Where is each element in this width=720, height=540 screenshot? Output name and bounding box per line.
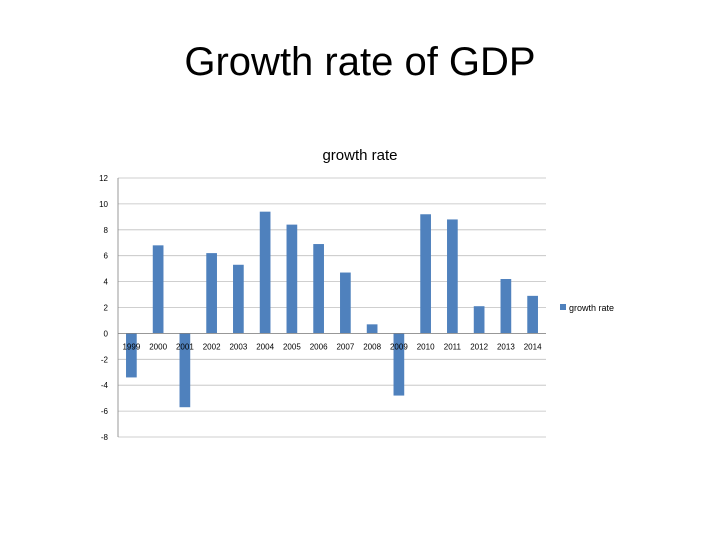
x-tick-label: 2000 bbox=[149, 342, 167, 351]
x-tick-label: 2014 bbox=[524, 342, 542, 351]
y-tick-label: -2 bbox=[101, 355, 109, 364]
chart-title: growth rate bbox=[322, 147, 397, 164]
bar-2011 bbox=[447, 219, 458, 334]
x-tick-label: 2013 bbox=[497, 342, 515, 351]
bar-2009 bbox=[393, 333, 405, 396]
y-tick-label: -4 bbox=[101, 381, 109, 390]
x-tick-label: 2007 bbox=[336, 342, 354, 351]
bar-2005 bbox=[286, 224, 298, 334]
y-tick-label: 0 bbox=[104, 329, 109, 338]
y-axis-ticks: 12 10 8 6 4 2 0 -2 -4 -6 -8 bbox=[99, 174, 108, 442]
y-tick-label: 4 bbox=[104, 278, 109, 287]
bar-2000 bbox=[152, 245, 164, 334]
bar-2013 bbox=[500, 279, 512, 334]
bar-2012 bbox=[473, 306, 485, 334]
y-tick-label: 10 bbox=[99, 200, 108, 209]
x-tick-label: 2006 bbox=[310, 342, 328, 351]
y-tick-label: -8 bbox=[101, 433, 109, 442]
x-tick-label: 2008 bbox=[363, 342, 381, 351]
x-tick-label: 2010 bbox=[417, 342, 435, 351]
legend-label: growth rate bbox=[569, 303, 614, 313]
x-tick-label: 2004 bbox=[256, 342, 274, 351]
bar-2008 bbox=[366, 324, 378, 334]
x-tick-label: 2009 bbox=[390, 342, 408, 351]
bar-2014 bbox=[527, 295, 538, 334]
x-tick-label: 2005 bbox=[283, 342, 301, 351]
bar-1999 bbox=[126, 333, 137, 378]
x-tick-label: 2002 bbox=[203, 342, 221, 351]
x-tick-label: 2011 bbox=[444, 342, 462, 351]
bars bbox=[126, 211, 538, 408]
bar-2004 bbox=[259, 211, 271, 334]
x-tick-label: 2012 bbox=[470, 342, 488, 351]
bar-2003 bbox=[233, 264, 244, 334]
bar-2010 bbox=[420, 214, 431, 334]
y-tick-label: 12 bbox=[99, 174, 108, 183]
x-axis-ticks: 1999 2000 2001 2002 2003 2004 2005 2006 2007 2008… bbox=[118, 332, 546, 351]
x-tick-label: 2003 bbox=[229, 342, 247, 351]
y-tick-label: -6 bbox=[101, 407, 109, 416]
bar-2002 bbox=[206, 253, 217, 334]
legend: growth rate bbox=[560, 303, 614, 313]
y-tick-label: 8 bbox=[104, 226, 109, 235]
x-tick-label: 1999 bbox=[122, 342, 140, 351]
bar-2007 bbox=[340, 272, 351, 334]
x-tick-label: 2001 bbox=[176, 342, 194, 351]
y-tick-label: 2 bbox=[104, 304, 109, 313]
bar-2001 bbox=[179, 333, 191, 408]
bar-2006 bbox=[313, 244, 324, 334]
legend-swatch bbox=[560, 304, 566, 310]
y-tick-label: 6 bbox=[104, 252, 109, 261]
slide-title: Growth rate of GDP bbox=[184, 40, 536, 84]
